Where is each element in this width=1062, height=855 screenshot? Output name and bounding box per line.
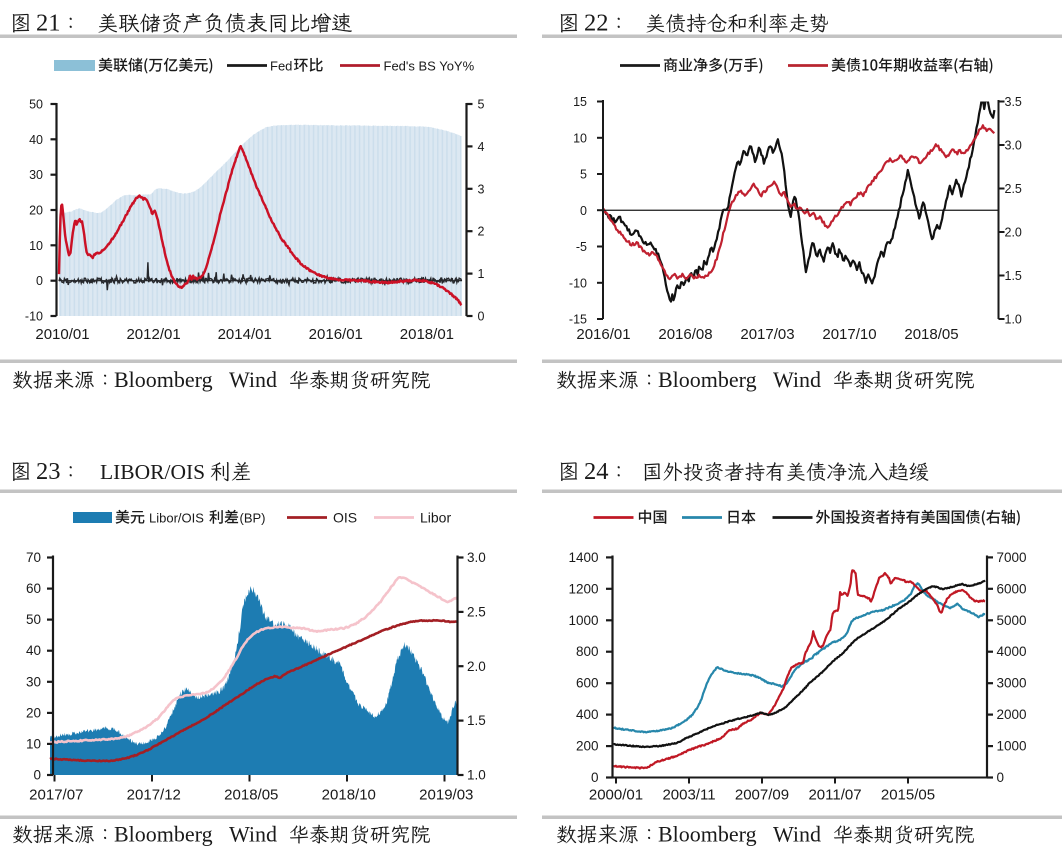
svg-text:60: 60 xyxy=(26,581,41,596)
svg-text:50: 50 xyxy=(26,612,41,627)
svg-text:1: 1 xyxy=(478,267,485,281)
svg-text:5: 5 xyxy=(580,168,587,182)
svg-text:20: 20 xyxy=(29,203,43,217)
svg-text:Libor/OIS: Libor/OIS xyxy=(149,511,204,526)
svg-text:3.0: 3.0 xyxy=(1005,139,1022,153)
svg-text:10: 10 xyxy=(573,131,587,145)
svg-text:5000: 5000 xyxy=(997,613,1027,628)
svg-text:23: 23 xyxy=(36,458,61,485)
svg-text:20: 20 xyxy=(26,705,41,720)
svg-text:0: 0 xyxy=(36,274,43,288)
svg-text:2012/01: 2012/01 xyxy=(126,326,180,343)
svg-text:0: 0 xyxy=(591,770,599,785)
svg-text:1000: 1000 xyxy=(997,739,1027,754)
svg-text:600: 600 xyxy=(576,676,599,691)
svg-text:5: 5 xyxy=(478,98,485,112)
svg-text:3.0: 3.0 xyxy=(467,550,486,565)
svg-text:2018/05: 2018/05 xyxy=(224,787,278,804)
svg-text:10: 10 xyxy=(26,736,41,751)
svg-text:40: 40 xyxy=(26,643,41,658)
svg-text:3000: 3000 xyxy=(997,676,1027,691)
svg-text:(BP): (BP) xyxy=(240,511,266,526)
svg-text:2.5: 2.5 xyxy=(1005,182,1022,196)
svg-text:22: 22 xyxy=(584,10,609,37)
svg-text:OIS: OIS xyxy=(333,510,357,526)
svg-text:-10: -10 xyxy=(569,276,587,290)
svg-text:Libor: Libor xyxy=(420,510,451,526)
svg-text:0: 0 xyxy=(478,310,485,324)
svg-text:Fed's BS YoY%: Fed's BS YoY% xyxy=(384,59,475,74)
svg-text:2000: 2000 xyxy=(997,707,1027,722)
svg-text:70: 70 xyxy=(26,550,41,565)
svg-text:800: 800 xyxy=(576,644,599,659)
svg-text:2017/10: 2017/10 xyxy=(822,326,876,343)
svg-text:-10: -10 xyxy=(25,309,43,323)
svg-text:2.5: 2.5 xyxy=(467,604,486,619)
svg-text:30: 30 xyxy=(26,674,41,689)
svg-text:2018/05: 2018/05 xyxy=(904,326,958,343)
svg-text:2.0: 2.0 xyxy=(1005,226,1022,240)
svg-text:2000/01: 2000/01 xyxy=(589,787,643,804)
svg-text:24: 24 xyxy=(584,458,609,485)
svg-text:4: 4 xyxy=(478,140,485,154)
svg-text:3: 3 xyxy=(478,182,485,196)
svg-text:0: 0 xyxy=(997,770,1005,785)
svg-text:4000: 4000 xyxy=(997,644,1027,659)
svg-text:0: 0 xyxy=(580,204,587,218)
svg-text:200: 200 xyxy=(576,739,599,754)
svg-text:1.0: 1.0 xyxy=(467,768,486,783)
svg-text:LIBOR/OIS: LIBOR/OIS xyxy=(100,460,205,484)
svg-text:2016/01: 2016/01 xyxy=(309,326,363,343)
svg-text:-5: -5 xyxy=(576,240,587,254)
svg-text:2: 2 xyxy=(478,225,485,239)
svg-text:1000: 1000 xyxy=(568,613,598,628)
svg-text:15: 15 xyxy=(573,95,587,109)
svg-text:2007/09: 2007/09 xyxy=(735,787,789,804)
svg-text:2018/10: 2018/10 xyxy=(322,787,376,804)
svg-text:Fed: Fed xyxy=(270,59,292,74)
svg-text:7000: 7000 xyxy=(997,550,1027,565)
svg-text:-15: -15 xyxy=(569,313,587,327)
svg-text:1.5: 1.5 xyxy=(1005,269,1022,283)
svg-text:2.0: 2.0 xyxy=(467,659,486,674)
svg-text:2011/07: 2011/07 xyxy=(808,787,861,804)
svg-text:2010/01: 2010/01 xyxy=(35,326,89,343)
svg-text:2014/01: 2014/01 xyxy=(218,326,272,343)
svg-text:2017/07: 2017/07 xyxy=(29,787,83,804)
svg-text:2016/08: 2016/08 xyxy=(658,326,712,343)
svg-text:0: 0 xyxy=(33,767,41,782)
svg-text:2019/03: 2019/03 xyxy=(419,787,473,804)
svg-text:50: 50 xyxy=(29,98,43,112)
svg-text:2015/05: 2015/05 xyxy=(881,787,935,804)
svg-text:1.5: 1.5 xyxy=(467,713,486,728)
svg-text:2003/11: 2003/11 xyxy=(662,787,715,804)
svg-text:2017/03: 2017/03 xyxy=(740,326,794,343)
svg-text:10: 10 xyxy=(29,239,43,253)
svg-text:3.5: 3.5 xyxy=(1005,95,1022,109)
svg-text:2017/12: 2017/12 xyxy=(127,787,181,804)
svg-text:6000: 6000 xyxy=(997,581,1027,596)
svg-text:1200: 1200 xyxy=(568,581,598,596)
svg-text:1.0: 1.0 xyxy=(1005,313,1022,327)
svg-text:21: 21 xyxy=(36,10,61,37)
svg-text:40: 40 xyxy=(29,133,43,147)
svg-text:2016/01: 2016/01 xyxy=(576,326,630,343)
svg-text:30: 30 xyxy=(29,168,43,182)
svg-text:1400: 1400 xyxy=(568,550,598,565)
svg-text:2018/01: 2018/01 xyxy=(400,326,454,343)
svg-text:400: 400 xyxy=(576,707,599,722)
